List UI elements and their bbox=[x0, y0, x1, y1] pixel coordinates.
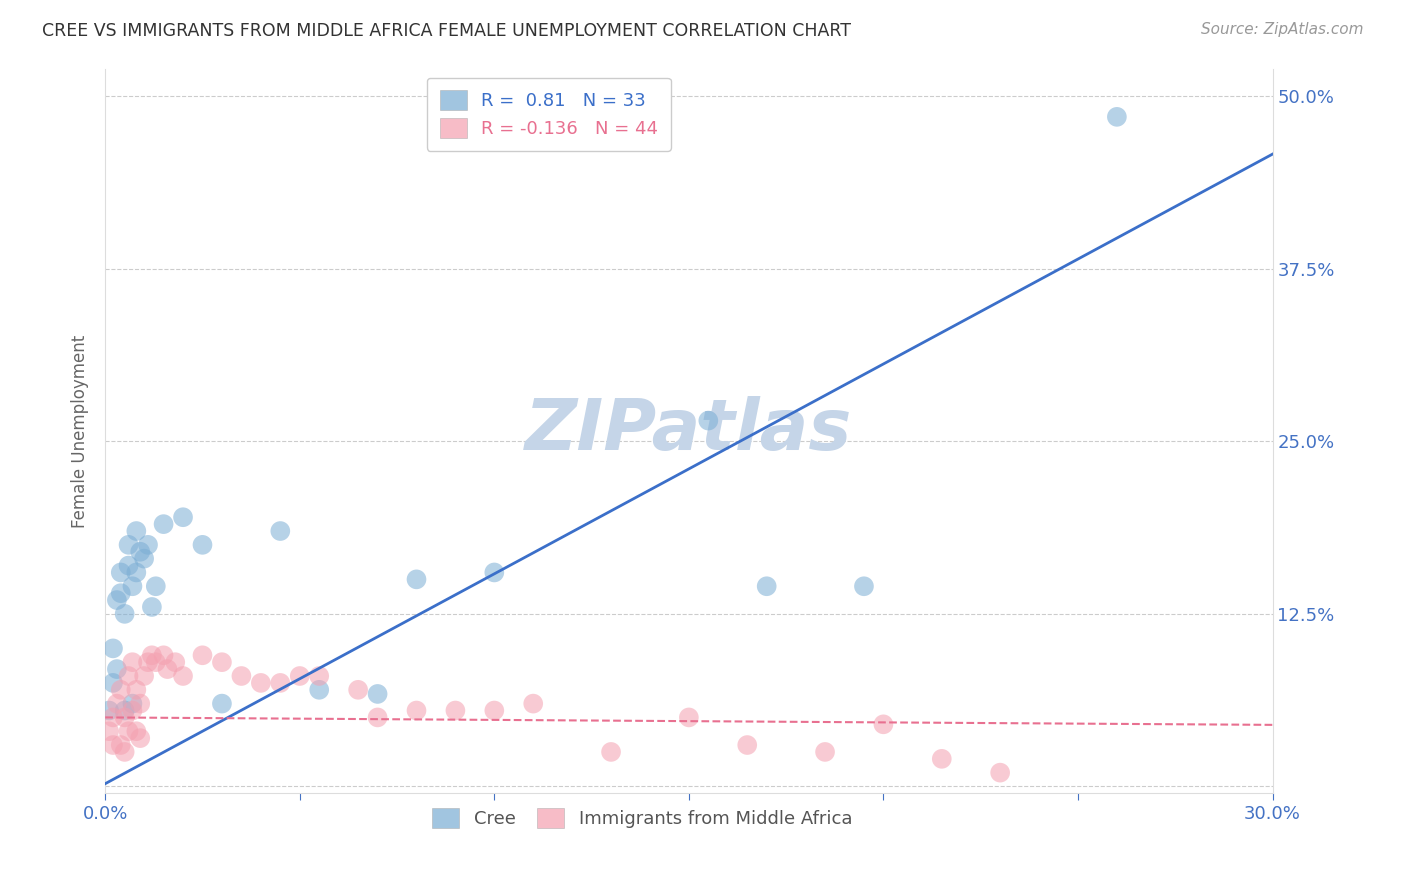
Point bbox=[678, 710, 700, 724]
Text: CREE VS IMMIGRANTS FROM MIDDLE AFRICA FEMALE UNEMPLOYMENT CORRELATION CHART: CREE VS IMMIGRANTS FROM MIDDLE AFRICA FE… bbox=[42, 22, 851, 40]
Point bbox=[110, 738, 132, 752]
Point bbox=[191, 538, 214, 552]
Point bbox=[121, 697, 143, 711]
Point bbox=[347, 682, 370, 697]
Text: ZIPatlas: ZIPatlas bbox=[526, 396, 852, 466]
Point bbox=[308, 669, 330, 683]
Point bbox=[269, 676, 291, 690]
Point bbox=[114, 710, 136, 724]
Point bbox=[117, 669, 139, 683]
Point bbox=[98, 724, 121, 739]
Point bbox=[872, 717, 894, 731]
Point bbox=[405, 704, 427, 718]
Text: Source: ZipAtlas.com: Source: ZipAtlas.com bbox=[1201, 22, 1364, 37]
Point bbox=[114, 704, 136, 718]
Point bbox=[444, 704, 467, 718]
Point bbox=[101, 641, 124, 656]
Point bbox=[231, 669, 253, 683]
Point bbox=[141, 599, 163, 614]
Point bbox=[114, 607, 136, 621]
Point bbox=[110, 682, 132, 697]
Point bbox=[121, 704, 143, 718]
Point bbox=[308, 682, 330, 697]
Point bbox=[125, 682, 148, 697]
Point bbox=[814, 745, 837, 759]
Point bbox=[134, 551, 156, 566]
Point bbox=[172, 669, 194, 683]
Point bbox=[145, 655, 167, 669]
Point bbox=[288, 669, 311, 683]
Point bbox=[136, 538, 159, 552]
Point bbox=[191, 648, 214, 663]
Point bbox=[152, 648, 174, 663]
Point bbox=[988, 765, 1011, 780]
Point bbox=[522, 697, 544, 711]
Point bbox=[852, 579, 875, 593]
Point bbox=[172, 510, 194, 524]
Legend: Cree, Immigrants from Middle Africa: Cree, Immigrants from Middle Africa bbox=[425, 801, 859, 835]
Point bbox=[484, 704, 506, 718]
Point bbox=[755, 579, 778, 593]
Point bbox=[156, 662, 179, 676]
Point bbox=[101, 738, 124, 752]
Point bbox=[931, 752, 953, 766]
Point bbox=[1105, 110, 1128, 124]
Point bbox=[101, 676, 124, 690]
Point bbox=[600, 745, 623, 759]
Point bbox=[152, 517, 174, 532]
Point bbox=[129, 545, 152, 559]
Point bbox=[211, 655, 233, 669]
Point bbox=[134, 669, 156, 683]
Point bbox=[125, 724, 148, 739]
Point bbox=[125, 566, 148, 580]
Point bbox=[367, 687, 389, 701]
Point bbox=[129, 697, 152, 711]
Point bbox=[136, 655, 159, 669]
Point bbox=[110, 566, 132, 580]
Point bbox=[121, 655, 143, 669]
Point bbox=[141, 648, 163, 663]
Point bbox=[121, 579, 143, 593]
Point bbox=[114, 745, 136, 759]
Point bbox=[165, 655, 187, 669]
Point bbox=[98, 704, 121, 718]
Point bbox=[110, 586, 132, 600]
Point bbox=[250, 676, 273, 690]
Point bbox=[117, 558, 139, 573]
Point bbox=[101, 710, 124, 724]
Point bbox=[105, 593, 128, 607]
Point bbox=[484, 566, 506, 580]
Point bbox=[145, 579, 167, 593]
Point bbox=[117, 538, 139, 552]
Point bbox=[105, 697, 128, 711]
Point bbox=[125, 524, 148, 538]
Point bbox=[129, 731, 152, 745]
Point bbox=[211, 697, 233, 711]
Point bbox=[105, 662, 128, 676]
Point bbox=[117, 724, 139, 739]
Point bbox=[697, 414, 720, 428]
Y-axis label: Female Unemployment: Female Unemployment bbox=[72, 334, 89, 527]
Point bbox=[367, 710, 389, 724]
Point bbox=[269, 524, 291, 538]
Point bbox=[735, 738, 758, 752]
Point bbox=[405, 572, 427, 586]
